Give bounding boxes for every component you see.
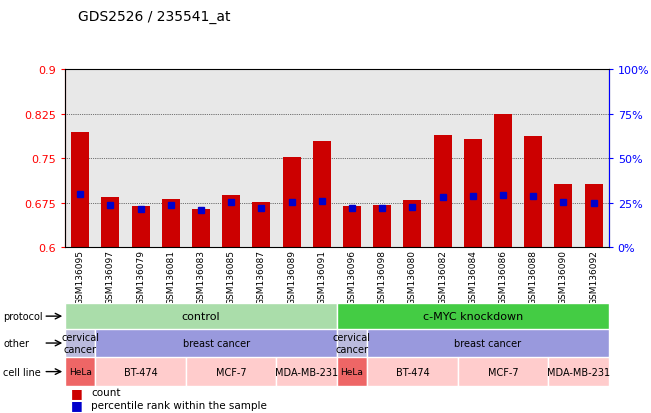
Bar	[71, 132, 89, 248]
Text: GSM136080: GSM136080	[408, 249, 417, 304]
Text: GSM136091: GSM136091	[317, 249, 326, 304]
Bar	[367, 357, 458, 386]
Bar	[548, 357, 609, 386]
Text: HeLa: HeLa	[340, 367, 363, 376]
Bar	[222, 196, 240, 248]
Text: count: count	[91, 387, 120, 397]
Bar	[373, 205, 391, 248]
Bar	[585, 185, 603, 248]
Bar	[312, 142, 331, 248]
Text: GSM136096: GSM136096	[348, 249, 357, 304]
Text: GSM136092: GSM136092	[589, 249, 598, 304]
Bar	[95, 357, 186, 386]
Text: GSM136083: GSM136083	[197, 249, 206, 304]
Bar	[277, 357, 337, 386]
Text: other: other	[3, 338, 29, 348]
Text: GSM136089: GSM136089	[287, 249, 296, 304]
Text: GSM136082: GSM136082	[438, 249, 447, 304]
Bar	[102, 197, 120, 248]
Bar	[434, 135, 452, 248]
Text: MDA-MB-231: MDA-MB-231	[547, 367, 610, 377]
Text: control: control	[182, 311, 220, 321]
Text: GDS2526 / 235541_at: GDS2526 / 235541_at	[78, 10, 230, 24]
Text: GSM136097: GSM136097	[106, 249, 115, 304]
Text: protocol: protocol	[3, 311, 43, 321]
Text: GSM136085: GSM136085	[227, 249, 236, 304]
Bar	[337, 357, 367, 386]
Bar	[283, 157, 301, 248]
Text: c-MYC knockdown: c-MYC knockdown	[422, 311, 523, 321]
Bar	[524, 137, 542, 248]
Text: MDA-MB-231: MDA-MB-231	[275, 367, 339, 377]
Bar	[65, 329, 95, 357]
Text: BT-474: BT-474	[396, 367, 429, 377]
Bar	[65, 304, 337, 329]
Text: MCF-7: MCF-7	[488, 367, 518, 377]
Bar	[494, 114, 512, 248]
Text: GSM136079: GSM136079	[136, 249, 145, 304]
Text: percentile rank within the sample: percentile rank within the sample	[91, 400, 267, 410]
Text: GSM136088: GSM136088	[529, 249, 538, 304]
Bar	[337, 329, 367, 357]
Text: breast cancer: breast cancer	[182, 338, 249, 348]
Text: breast cancer: breast cancer	[454, 338, 521, 348]
Text: GSM136087: GSM136087	[257, 249, 266, 304]
Text: GSM136084: GSM136084	[468, 249, 477, 304]
Bar	[367, 329, 609, 357]
Text: GSM136081: GSM136081	[166, 249, 175, 304]
Text: HeLa: HeLa	[69, 367, 92, 376]
Bar	[95, 329, 337, 357]
Text: ■: ■	[70, 398, 82, 411]
Text: cell line: cell line	[3, 367, 41, 377]
Text: GSM136090: GSM136090	[559, 249, 568, 304]
Text: GSM136086: GSM136086	[499, 249, 508, 304]
Bar	[65, 357, 95, 386]
Bar	[337, 304, 609, 329]
Text: BT-474: BT-474	[124, 367, 158, 377]
Bar	[186, 357, 277, 386]
Text: GSM136095: GSM136095	[76, 249, 85, 304]
Bar	[132, 206, 150, 248]
Bar	[404, 200, 421, 248]
Bar	[192, 209, 210, 248]
Bar	[555, 185, 572, 248]
Text: MCF-7: MCF-7	[216, 367, 247, 377]
Bar	[343, 206, 361, 248]
Text: cervical
cancer: cervical cancer	[61, 332, 99, 354]
Bar	[464, 140, 482, 248]
Text: ■: ■	[70, 386, 82, 399]
Bar	[253, 203, 270, 248]
Bar	[161, 200, 180, 248]
Text: GSM136098: GSM136098	[378, 249, 387, 304]
Bar	[458, 357, 548, 386]
Text: cervical
cancer: cervical cancer	[333, 332, 371, 354]
